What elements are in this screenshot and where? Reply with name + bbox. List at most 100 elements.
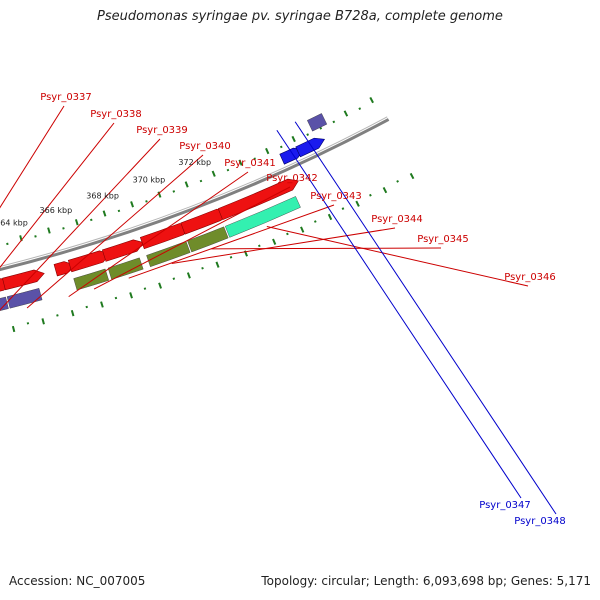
- label-leader: [0, 138, 161, 311]
- label-leader: [128, 204, 335, 279]
- gene-label: Psyr_0342: [266, 173, 318, 184]
- gene-label: Psyr_0340: [179, 141, 231, 152]
- label-leader: [266, 225, 529, 287]
- gene-label: Psyr_0341: [224, 158, 276, 169]
- tick-mark: [26, 322, 30, 325]
- tick-mark: [343, 110, 349, 117]
- scale-label: 366 kbp: [40, 206, 73, 215]
- label-leader: [93, 186, 291, 290]
- gene-label: Psyr_0347: [479, 500, 531, 511]
- tick-mark: [253, 157, 257, 161]
- outer-tick-ring: [11, 172, 415, 333]
- tick-mark: [62, 227, 65, 230]
- cog-block: [187, 226, 229, 253]
- tick-mark: [313, 220, 317, 223]
- tick-mark: [215, 261, 220, 268]
- gene-label: Psyr_0344: [371, 214, 423, 225]
- label-leader: [294, 121, 557, 515]
- tick-mark: [341, 207, 345, 210]
- tick-mark: [158, 282, 162, 289]
- tick-mark: [382, 187, 388, 194]
- gene-label: Psyr_0345: [417, 234, 469, 245]
- reverse-strand-track: [279, 113, 328, 165]
- label-leader: [68, 171, 249, 298]
- genome-backbone: [0, 116, 390, 272]
- tick-mark: [70, 310, 75, 317]
- cds-track: [0, 178, 299, 292]
- tick-mark: [47, 227, 51, 234]
- tick-mark: [157, 191, 162, 198]
- cog-block: [6, 288, 43, 309]
- tick-mark: [184, 181, 189, 188]
- scale-label: 364 kbp: [0, 218, 28, 227]
- label-leader: [211, 247, 442, 250]
- tick-mark: [396, 180, 399, 183]
- scale-label: 370 kbp: [133, 175, 166, 184]
- cog-block: [224, 196, 301, 238]
- tick-mark: [90, 218, 93, 222]
- scale-label: 372 kbp: [178, 158, 211, 167]
- tick-mark: [186, 272, 191, 279]
- tick-mark: [355, 200, 360, 207]
- tick-mark: [265, 147, 270, 155]
- cds-arrow: [101, 239, 145, 262]
- tick-mark: [102, 210, 107, 217]
- tick-mark: [34, 235, 37, 238]
- tick-mark: [172, 277, 176, 280]
- gene-label: Psyr_0339: [136, 125, 188, 136]
- backbone-line: [0, 118, 390, 272]
- gene-label: Psyr_0348: [514, 516, 566, 527]
- tick-mark: [199, 179, 203, 183]
- tick-mark: [238, 159, 243, 166]
- tick-mark: [306, 133, 309, 136]
- tick-mark: [300, 226, 305, 233]
- tick-mark: [211, 170, 216, 177]
- label-leader: [0, 105, 65, 209]
- tick-mark: [129, 292, 133, 299]
- tick-mark: [143, 287, 147, 290]
- tick-mark: [74, 219, 79, 226]
- label-leader: [171, 227, 396, 265]
- gene-label: Psyr_0343: [310, 191, 362, 202]
- label-leader: [276, 129, 522, 499]
- tick-mark: [85, 305, 88, 309]
- reverse-gene-arrow: [295, 137, 325, 158]
- tick-mark: [229, 256, 233, 259]
- cds-arrow: [217, 178, 299, 221]
- genome-summary: Topology: circular; Length: 6,093,698 bp…: [261, 574, 591, 588]
- cog-block: [73, 268, 110, 291]
- scale-label: 368 kbp: [86, 191, 119, 200]
- tick-mark: [369, 96, 374, 104]
- tick-mark: [56, 314, 59, 317]
- accession-label: Accession: NC_007005: [9, 574, 146, 588]
- tick-mark: [172, 190, 176, 193]
- cog-track: [0, 196, 301, 311]
- tick-mark: [272, 238, 277, 245]
- tick-mark: [327, 213, 333, 221]
- tick-mark: [226, 168, 230, 172]
- cog-block: [307, 113, 328, 132]
- gene-label: Psyr_0337: [40, 92, 92, 103]
- tick-mark: [201, 266, 204, 270]
- tick-mark: [369, 193, 372, 197]
- tick-mark: [11, 325, 16, 333]
- cog-block: [107, 257, 144, 280]
- backbone-shadow: [0, 116, 388, 267]
- cds-arrow: [2, 269, 45, 291]
- label-leader: [26, 154, 204, 309]
- tick-mark: [6, 242, 9, 246]
- label-leader: [0, 122, 115, 269]
- gene-labels: Psyr_0337 Psyr_0338 Psyr_0339 Psyr_0340 Psyr…: [40, 92, 566, 527]
- tick-mark: [258, 244, 261, 248]
- tick-mark: [145, 200, 148, 203]
- tick-mark: [279, 145, 283, 149]
- cog-block: [0, 296, 9, 311]
- gene-label: Psyr_0346: [504, 272, 556, 283]
- label-leaders: [0, 105, 557, 515]
- gene-label: Psyr_0338: [90, 109, 142, 120]
- map-title: Pseudomonas syringae pv. syringae B728a,…: [97, 9, 503, 24]
- tick-mark: [130, 201, 134, 208]
- tick-mark: [100, 301, 104, 308]
